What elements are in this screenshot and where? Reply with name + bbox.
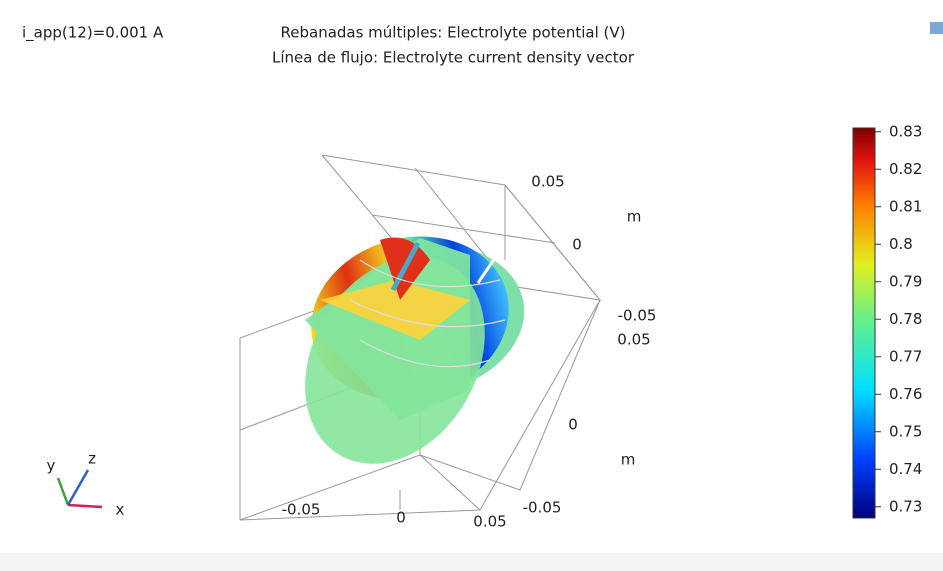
- colorbar-tick-label: 0.73: [889, 497, 922, 515]
- status-strip: [0, 553, 943, 571]
- axis-tick-label: m: [621, 451, 636, 469]
- colorbar-tick-label: 0.75: [889, 422, 922, 440]
- colorbar-tick-label: 0.78: [889, 310, 922, 328]
- axis-tick-label: 0.05: [473, 513, 506, 531]
- colorbar-tick-label: 0.83: [889, 122, 922, 140]
- streamlines: [349, 259, 506, 368]
- axis-tick-label: 0: [572, 236, 582, 254]
- colorbar: [852, 127, 876, 519]
- axis-tick-label: 0.05: [531, 173, 564, 191]
- triad-label: x: [116, 501, 125, 519]
- colorbar-tick-label: 0.82: [889, 160, 922, 178]
- plot-title: Rebanadas múltiples: Electrolyte potenti…: [281, 24, 626, 42]
- solution-label: i_app(12)=0.001 A: [22, 24, 164, 43]
- slices: [305, 236, 525, 464]
- triad: [56, 469, 103, 509]
- axis-tick-label: m: [627, 208, 642, 226]
- axis-tick-label: -0.05: [523, 499, 562, 517]
- plot-subtitle: Línea de flujo: Electrolyte current dens…: [272, 49, 635, 67]
- axis-tick-label: 0: [568, 416, 578, 434]
- axis-tick-label: -0.05: [618, 307, 657, 325]
- triad-label: z: [88, 450, 96, 468]
- colorbar-tick-label: 0.79: [889, 272, 922, 290]
- axis-tick-label: 0: [396, 509, 406, 527]
- triad-label: y: [47, 457, 56, 475]
- colorbar-tick-label: 0.8: [889, 235, 913, 253]
- colorbar-tick-label: 0.74: [889, 460, 922, 478]
- colorbar-tick-label: 0.76: [889, 385, 922, 403]
- axis-tick-label: 0.05: [617, 331, 650, 349]
- colorbar-tick-label: 0.81: [889, 197, 922, 215]
- toolbar-icon[interactable]: [930, 22, 943, 34]
- axis-tick-label: -0.05: [282, 501, 321, 519]
- colorbar-tick-label: 0.77: [889, 347, 922, 365]
